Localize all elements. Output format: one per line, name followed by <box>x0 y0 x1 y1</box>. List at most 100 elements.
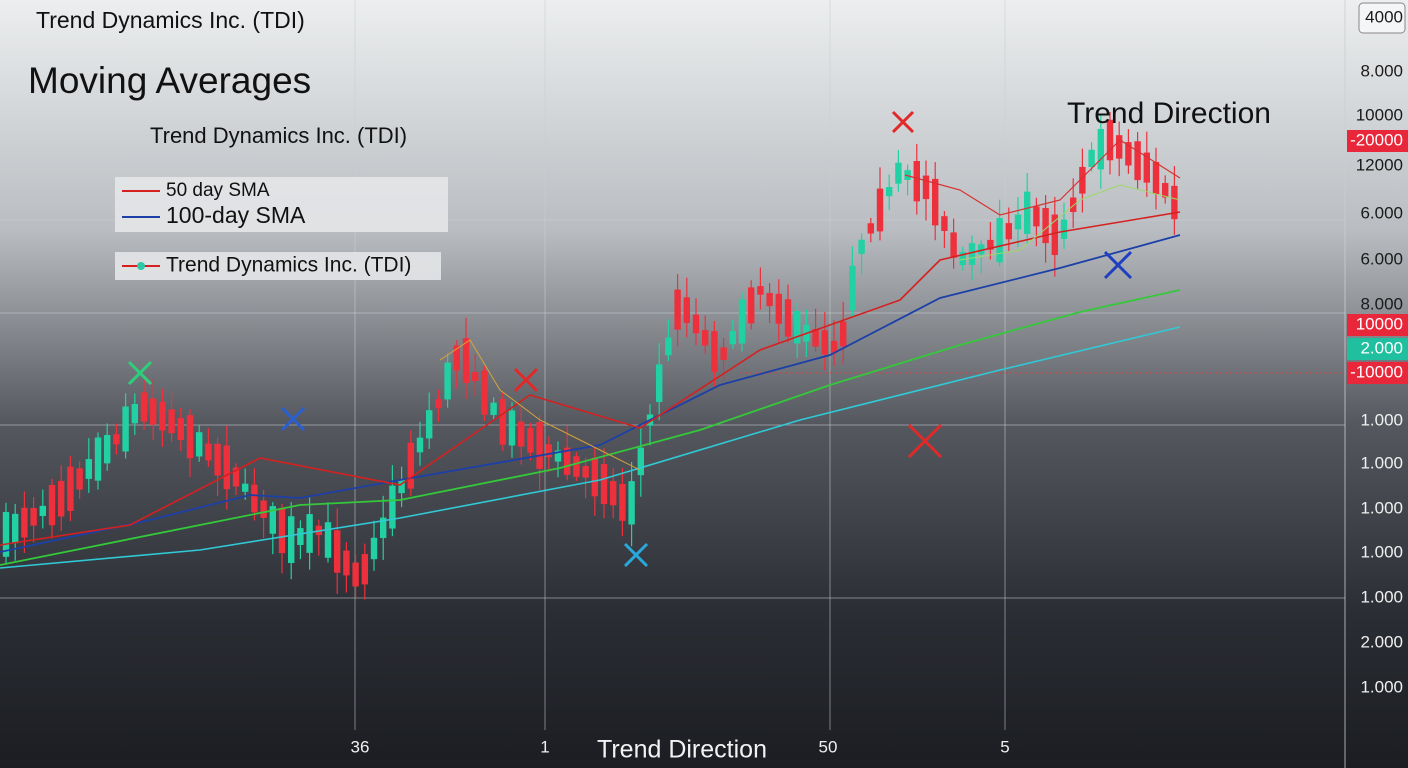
candle-body <box>748 287 755 324</box>
candle-body <box>1070 197 1077 213</box>
candle-body <box>205 443 212 461</box>
candle-body <box>656 364 663 402</box>
candle-body <box>564 447 571 475</box>
candle-body <box>462 338 470 383</box>
candle-body <box>904 170 911 180</box>
y-tick-label: 10000 <box>1356 314 1403 333</box>
candle-body <box>407 442 414 489</box>
candle-body <box>665 337 672 356</box>
candle-body <box>876 188 884 232</box>
candle-body <box>159 401 166 431</box>
candle-body <box>288 516 295 563</box>
candle-body <box>1005 223 1012 240</box>
candle-body <box>858 239 865 254</box>
x-tick-label: 50 <box>819 737 838 756</box>
header-title: Trend Dynamics Inc. (TDI) <box>36 7 305 33</box>
x-tick-label: 36 <box>351 737 370 756</box>
legend-box <box>115 177 448 232</box>
candle-body <box>913 161 920 202</box>
cross-marker <box>623 542 649 568</box>
candle-body <box>48 484 56 526</box>
candle-body <box>140 392 148 422</box>
candle-body <box>821 330 828 355</box>
moving-average-line <box>904 139 1181 216</box>
chart-subtitle: Trend Dynamics Inc. (TDI) <box>150 123 407 148</box>
candle-body <box>30 507 37 526</box>
candle-body <box>554 450 562 462</box>
axis-label-badge <box>1347 314 1408 336</box>
y-axis: 40008.00010000-20000120006.0006.0008.000… <box>1347 2 1408 696</box>
candle-body <box>600 463 608 505</box>
candle-body <box>122 406 129 452</box>
candle-body <box>702 330 709 346</box>
cross-marker <box>907 423 943 459</box>
candle-body <box>784 299 792 337</box>
candle-body <box>692 314 700 334</box>
y-tick-label: 1.000 <box>1360 453 1403 472</box>
candle-body <box>306 514 313 553</box>
candle-body <box>987 239 994 250</box>
candle-body <box>343 550 350 576</box>
candle-body <box>186 415 194 459</box>
candle-body <box>214 443 221 476</box>
x-tick-label: 1 <box>540 737 549 756</box>
grid <box>0 0 1346 768</box>
legend-label: Trend Dynamics Inc. (TDI) <box>166 254 411 277</box>
candle-body <box>113 434 120 445</box>
candle-body <box>978 244 985 255</box>
candle-body <box>720 347 727 361</box>
candle-body <box>251 484 258 513</box>
candle-body <box>536 421 543 469</box>
y-tick-label: -20000 <box>1350 130 1403 149</box>
candle-body <box>674 289 681 330</box>
cross-marker <box>513 367 539 393</box>
candle-body <box>94 437 102 481</box>
candle-body <box>426 410 433 439</box>
candle-body <box>481 370 488 415</box>
candle-body <box>518 421 525 447</box>
x-axis-title: Trend Direction <box>597 736 767 764</box>
y-tick-label: 1.000 <box>1360 542 1403 561</box>
candle-body <box>1079 166 1086 194</box>
candle-body <box>398 479 405 494</box>
markers <box>127 110 1133 568</box>
cross-marker <box>891 110 915 134</box>
legend-swatch-dot <box>137 262 145 270</box>
candle-body <box>490 402 497 415</box>
candle-body <box>1042 208 1049 244</box>
candle-body <box>508 410 516 446</box>
candle-body <box>21 507 28 538</box>
candle-body <box>895 162 902 184</box>
y-tick-label: 10000 <box>1356 105 1403 124</box>
candle-body <box>729 330 736 345</box>
candle-body <box>389 485 396 529</box>
candle-body <box>1014 214 1022 230</box>
candle-body <box>849 265 856 311</box>
chart-title: Moving Averages <box>28 60 311 101</box>
candle-body <box>1088 149 1095 168</box>
candle-body <box>766 293 773 307</box>
candle-body <box>1125 142 1132 166</box>
cross-marker <box>1103 250 1133 280</box>
moving-average-line <box>0 289 1181 566</box>
candle-body <box>177 417 184 441</box>
candle-body <box>812 329 819 347</box>
candle-body <box>196 432 203 457</box>
cross-marker <box>280 406 306 432</box>
candle-body <box>996 218 1003 263</box>
legend-box <box>115 252 441 280</box>
y-tick-label: 4000 <box>1365 7 1403 26</box>
candle-body <box>380 517 387 539</box>
candle-body <box>131 403 138 424</box>
candles <box>2 111 1178 600</box>
candle-body <box>1060 219 1068 240</box>
candle-body <box>711 331 718 373</box>
candle-body <box>1143 152 1150 183</box>
candle-body <box>223 445 230 490</box>
candle-body <box>39 505 46 517</box>
candle-body <box>150 398 157 425</box>
candle-body <box>2 511 10 557</box>
candle-body <box>168 409 175 434</box>
